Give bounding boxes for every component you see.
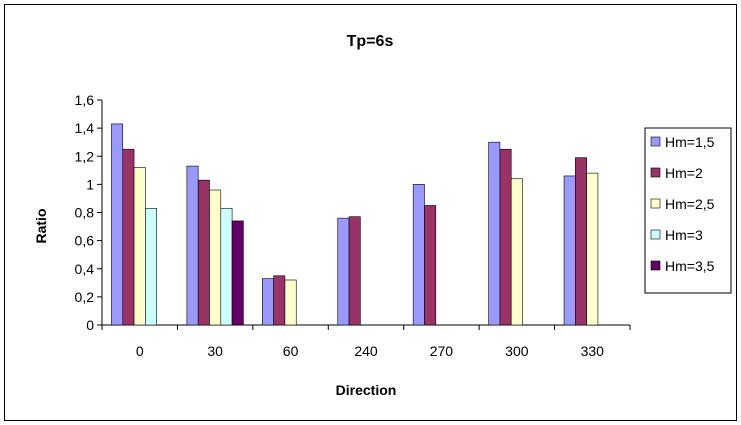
bar — [575, 157, 587, 326]
bar — [111, 123, 124, 326]
legend-swatch — [650, 260, 661, 271]
bar — [284, 279, 297, 326]
bar — [273, 275, 286, 326]
bar — [197, 179, 210, 326]
bar — [510, 178, 523, 326]
legend-entry: Hm=3 — [665, 227, 703, 243]
bar — [586, 172, 599, 326]
x-tick-label: 270 — [430, 343, 454, 359]
legend-swatch — [650, 167, 661, 178]
plot-area: 0 0,2 0,4 0,6 0,8 1 1,2 1,4 1,6 0 30 60 240 270 300 330 — [75, 92, 631, 359]
bar — [231, 220, 244, 326]
chart-title: Tp=6s — [347, 33, 394, 50]
y-tick-label: 1,2 — [75, 148, 95, 164]
bar — [133, 167, 146, 326]
x-axis-label: Direction — [336, 382, 397, 398]
bar — [145, 207, 157, 326]
x-tick-label: 30 — [207, 343, 223, 359]
bar — [488, 141, 501, 326]
y-axis-label: Ratio — [33, 209, 49, 244]
y-tick-label: 0,8 — [75, 205, 95, 221]
x-tick-label: 0 — [136, 343, 144, 359]
y-tick-label: 1 — [86, 176, 94, 192]
bar — [337, 217, 350, 326]
legend-swatch — [650, 229, 661, 240]
y-tick-label: 0,2 — [75, 289, 95, 305]
bar — [122, 148, 135, 326]
x-tick-label: 240 — [354, 343, 378, 359]
legend-swatch — [650, 198, 661, 209]
bar — [412, 184, 425, 326]
bar — [424, 205, 437, 326]
legend-entry: Hm=3,5 — [665, 258, 715, 274]
legend-swatch — [650, 136, 661, 147]
x-tick-label: 330 — [581, 343, 605, 359]
legend-entry: Hm=2,5 — [665, 196, 715, 212]
x-tick-label: 300 — [505, 343, 529, 359]
y-tick-label: 0 — [86, 317, 94, 333]
y-tick-label: 0,6 — [75, 233, 95, 249]
bar — [186, 165, 199, 326]
bar — [499, 148, 512, 326]
bar — [348, 216, 361, 326]
bar — [563, 175, 576, 326]
bar — [220, 207, 233, 326]
y-tick-label: 0,4 — [75, 261, 95, 277]
bar — [262, 278, 274, 326]
x-tick-label: 60 — [283, 343, 299, 359]
y-tick-label: 1,6 — [75, 92, 95, 108]
bar — [209, 189, 222, 326]
legend: Hm=1,5 Hm=2 Hm=2,5 Hm=3 Hm=3,5 — [644, 127, 732, 294]
legend-entry: Hm=2 — [665, 165, 703, 181]
legend-entry: Hm=1,5 — [665, 134, 715, 150]
y-tick-label: 1,4 — [75, 120, 95, 136]
